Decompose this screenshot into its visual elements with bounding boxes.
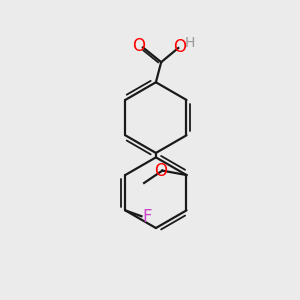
Text: O: O xyxy=(154,162,167,180)
Text: H: H xyxy=(184,36,195,50)
Text: O: O xyxy=(173,38,186,56)
Text: F: F xyxy=(142,208,152,226)
Text: O: O xyxy=(132,37,145,55)
